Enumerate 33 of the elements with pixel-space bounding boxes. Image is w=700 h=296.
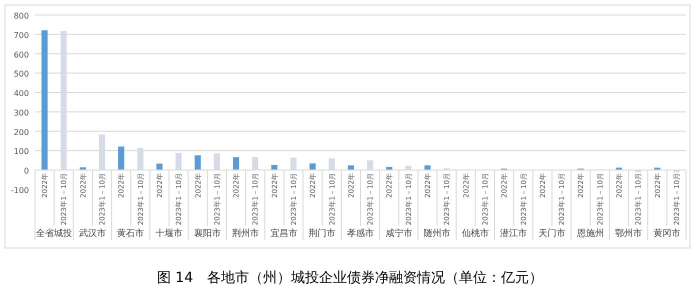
bar	[156, 164, 163, 170]
y-tick-label: 700	[14, 30, 29, 40]
y-tick-label: 200	[14, 128, 29, 137]
y-tick-label: 400	[14, 89, 29, 98]
bar	[118, 146, 124, 170]
x-tick-label: 襄阳市	[194, 228, 221, 239]
x-tick-label: 荆门市	[308, 228, 336, 239]
bar	[194, 155, 201, 170]
x-tick-label: 黄冈市	[653, 228, 680, 239]
x-tick-label: 鄂州市	[615, 228, 642, 239]
y-tick-label: -100	[10, 186, 29, 195]
bar	[42, 30, 48, 170]
bar	[232, 157, 240, 170]
x-tick-label: 恩施州	[576, 228, 604, 239]
x-tick-label: 潜江市	[500, 228, 528, 239]
y-tick-label: 0	[24, 166, 29, 176]
x-tick-label: 全省城投	[36, 228, 72, 239]
y-tick-label: 500	[14, 70, 29, 79]
x-tick-label: 荆州市	[232, 228, 260, 239]
x-tick-label: 咸宁市	[385, 228, 412, 239]
y-tick-label: 100	[14, 147, 29, 156]
x-tick-label: 仙桃市	[462, 228, 489, 239]
x-tick-label: 随州市	[424, 228, 451, 239]
text: 图 14 各地市（州）城投企业债券净融资情况（单位：亿元）	[156, 270, 544, 286]
y-tick-label: 800	[14, 12, 29, 20]
x-tick-label: 十堰市	[156, 228, 183, 239]
x-tick-label: 孝感市	[347, 228, 374, 239]
y-tick-label: 300	[14, 108, 29, 118]
y-tick-label: 600	[14, 50, 29, 60]
x-tick-label: 武汉市	[78, 228, 106, 239]
x-tick-label: 黄石市	[117, 228, 144, 239]
x-tick-label: 宜昌市	[270, 228, 298, 239]
x-tick-label: 天门市	[538, 228, 566, 239]
